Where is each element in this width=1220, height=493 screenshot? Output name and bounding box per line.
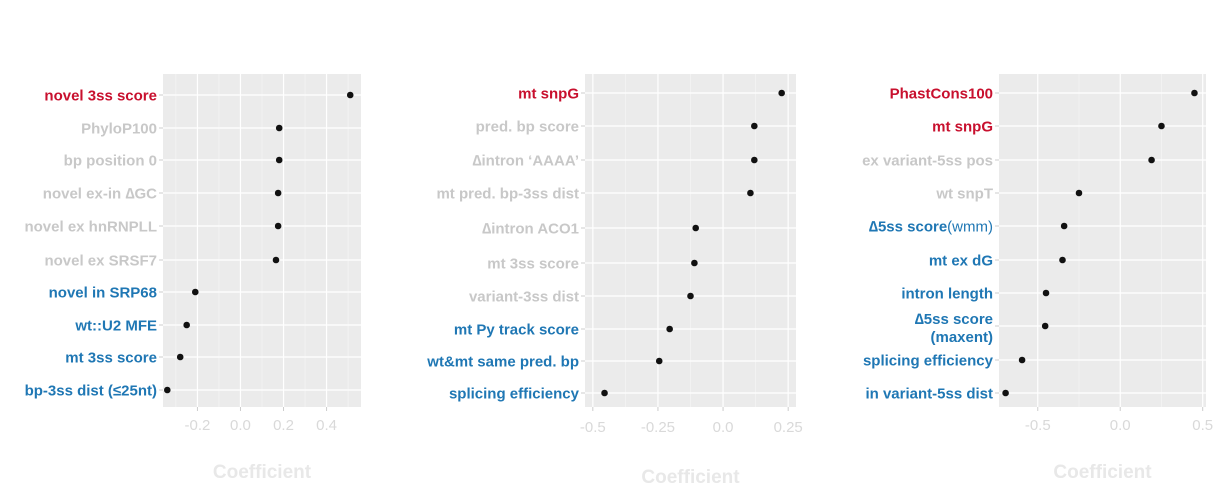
category-label: wt&mt same pred. bp [426,354,579,371]
data-point [275,124,283,132]
category-label: novel ex-in ∆GC [43,186,157,203]
data-point [747,189,754,197]
data-point [692,224,700,232]
category-label: intron length [901,286,993,303]
data-point [1041,322,1049,330]
category-label: ∆intron ACO1 [482,221,579,238]
category-label: pred. bp score [476,119,579,136]
category-label: mt ex dG [929,253,993,270]
data-point [1042,289,1050,297]
x-tick-label: 0.0 [713,419,734,436]
data-point [601,389,608,397]
category-label: mt snpG [518,86,579,103]
x-tick-label: 0.2 [273,417,294,434]
category-label: splicing efficiency [863,353,994,370]
category-label: novel ex SRSF7 [44,253,157,270]
category-label: mt 3ss score [65,350,157,367]
data-point [274,222,282,230]
data-point [751,122,758,130]
x-tick-label: -0.5 [1025,417,1051,434]
chart-panel-3: -0.5 0.0 0.5 PhastCons100 mt snpG ex variant-… [862,74,1213,483]
category-label: variant-3ss dist [469,289,579,306]
data-point [778,89,785,97]
category-label: PhastCons100 [890,86,993,103]
data-point [1002,389,1009,397]
category-label: mt 3ss score [487,256,579,273]
data-point [1060,222,1068,230]
category-label: PhyloP100 [81,121,157,138]
x-axis-title: Coefficient [213,462,312,483]
data-point [1059,256,1066,264]
data-point [655,357,663,365]
data-point [687,292,694,300]
chart-panel-2: -0.5 -0.25 0.0 0.25 mt snpG pred. bp score ∆in… [426,74,803,488]
x-tick-label: 0.0 [1110,417,1131,434]
x-tick-label: -0.25 [641,419,675,436]
panel-background [999,74,1206,407]
x-axis-title: Coefficient [641,467,740,488]
x-tick-label: -0.5 [580,419,606,436]
category-label: splicing efficiency [449,386,580,403]
x-tick-label: -0.2 [185,417,211,434]
data-point [751,156,758,164]
category-label: ex variant-5ss pos [862,153,993,170]
data-point [1148,156,1155,164]
category-label: novel 3ss score [44,88,157,105]
data-point [275,156,283,164]
data-point [1191,89,1198,97]
data-point [1018,356,1026,364]
data-point [346,91,354,99]
data-point [183,321,190,329]
category-label: wt::U2 MFE [74,318,157,335]
data-point [691,259,698,267]
category-label: mt snpG [932,119,993,136]
category-label: mt Py track score [454,322,579,339]
data-point [191,288,199,296]
category-label: ∆5ss score(wmm) [869,219,993,236]
category-label: bp position 0 [64,153,157,170]
data-point [1158,122,1165,130]
category-label: mt pred. bp-3ss dist [436,186,579,203]
category-label: wt snpT [935,186,993,203]
data-point [1075,189,1083,197]
data-point [176,353,184,361]
data-point [272,256,280,264]
x-tick-label: 0.25 [774,419,803,436]
category-label: bp-3ss dist (≤25nt) [25,383,157,400]
category-label: ∆5ss score [915,311,993,328]
data-point [274,189,282,197]
x-tick-label: 0.5 [1192,417,1213,434]
chart-panel-1: -0.2 0.0 0.2 0.4 novel 3ss score PhyloP100 bp … [24,74,361,483]
category-label: novel ex hnRNPLL [24,219,157,236]
category-label: ∆intron ‘AAAA’ [472,153,579,170]
category-label: in variant-5ss dist [865,386,993,403]
x-tick-label: 0.0 [230,417,251,434]
data-point [666,325,673,333]
data-point [164,386,171,394]
x-tick-label: 0.4 [316,417,337,434]
x-axis-title: Coefficient [1053,462,1152,483]
category-label: novel in SRP68 [49,285,157,302]
category-label-qualifier: (maxent) [930,329,993,346]
